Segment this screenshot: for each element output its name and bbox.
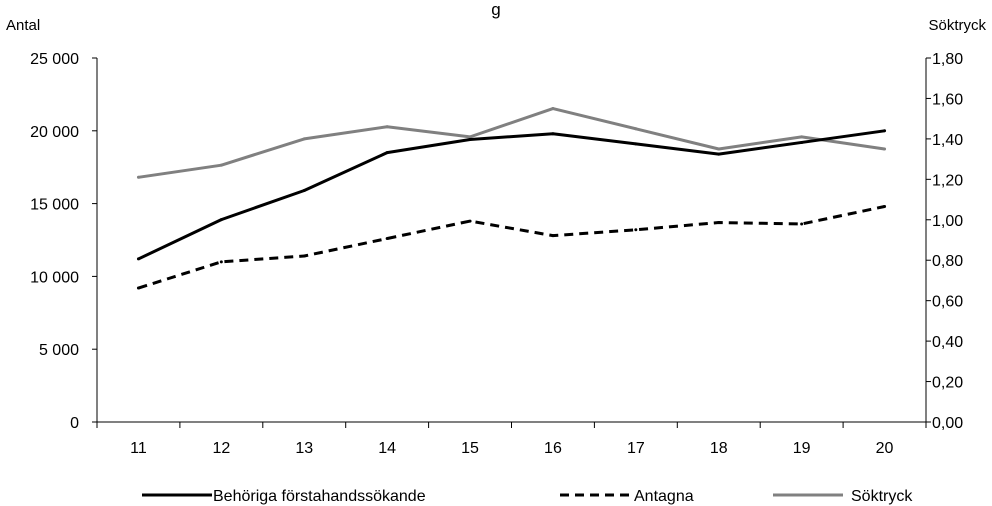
x-tick-label: 12 (212, 440, 230, 457)
series-2-point (302, 137, 306, 141)
series-1-point (302, 254, 306, 258)
series-2-point (883, 147, 887, 151)
right-axis-label: Söktryck (928, 17, 986, 34)
legend-label: Söktryck (851, 488, 913, 505)
right-tick-label: 0,20 (932, 375, 963, 392)
series-0-point (634, 142, 638, 146)
right-tick-label: 0,80 (932, 253, 963, 270)
series-1-point (883, 205, 887, 209)
x-axis: 11 12 13 14 15 16 17 18 19 20 (96, 422, 927, 457)
left-tick-label: 25 000 (30, 51, 79, 68)
plot-frame (96, 58, 927, 423)
x-tick-label: 11 (130, 440, 147, 457)
series-1-point (219, 260, 223, 264)
series-2-point (800, 135, 804, 139)
series-1-point (468, 219, 472, 223)
x-tick-label: 16 (544, 440, 562, 457)
right-tick-label: 0,40 (932, 334, 963, 351)
left-tick-label: 5 000 (39, 342, 79, 359)
legend: Behöriga förstahandssökande Antagna Söktry… (142, 488, 913, 505)
series-1-point (800, 222, 804, 226)
right-tick-label: 1,80 (932, 51, 963, 68)
series-0-point (219, 218, 223, 222)
series-1-point (717, 221, 721, 225)
series-line-1 (137, 205, 885, 290)
series-layer (136, 107, 887, 290)
right-axis: 0,00 0,20 0,40 0,60 0,80 1,00 1,20 1,40 1,60 1,80 (926, 51, 963, 432)
series-0-point (385, 151, 389, 155)
series-2-point (468, 135, 472, 139)
left-axis-label: Antal (6, 17, 40, 34)
series-0-point (468, 138, 472, 142)
series-0-point (302, 188, 306, 192)
series-0-point (717, 152, 721, 156)
series-1-point (634, 228, 638, 232)
left-tick-label: 10 000 (30, 269, 79, 286)
left-tick-label: 15 000 (30, 197, 79, 214)
series-2-point (634, 127, 638, 131)
x-tick-label: 14 (378, 440, 396, 457)
series-1-point (551, 234, 555, 238)
series-1-point (136, 286, 140, 290)
x-tick-label: 17 (627, 440, 645, 457)
series-line-0 (137, 129, 885, 261)
series-0-point (800, 140, 804, 144)
series-0-point (136, 257, 140, 261)
left-tick-label: 0 (70, 415, 79, 432)
right-tick-label: 1,00 (932, 213, 963, 230)
x-tick-label: 19 (793, 440, 811, 457)
series-0-point (551, 132, 555, 136)
series-2-point (219, 163, 223, 167)
series-0-point (883, 129, 887, 133)
series-line-2 (138, 107, 885, 179)
series-2-point (551, 107, 555, 111)
series-2-point (385, 125, 389, 129)
left-axis: 0 5 000 10 000 15 000 20 000 25 000 (30, 51, 97, 432)
legend-label: Behöriga förstahandssökande (213, 488, 426, 505)
right-tick-label: 0,60 (932, 294, 963, 311)
series-2-point (717, 147, 721, 151)
right-tick-label: 1,20 (932, 172, 963, 189)
x-tick-label: 20 (876, 440, 894, 457)
x-tick-label: 18 (710, 440, 728, 457)
right-tick-label: 1,40 (932, 132, 963, 149)
legend-label: Antagna (634, 488, 694, 505)
chart-title-fragment: g (491, 0, 500, 19)
x-tick-label: 13 (295, 440, 313, 457)
series-2-point (136, 175, 140, 179)
x-tick-label: 15 (461, 440, 479, 457)
right-tick-label: 0,00 (932, 415, 963, 432)
series-1-point (385, 237, 389, 241)
left-tick-label: 20 000 (30, 124, 79, 141)
right-tick-label: 1,60 (932, 91, 963, 108)
